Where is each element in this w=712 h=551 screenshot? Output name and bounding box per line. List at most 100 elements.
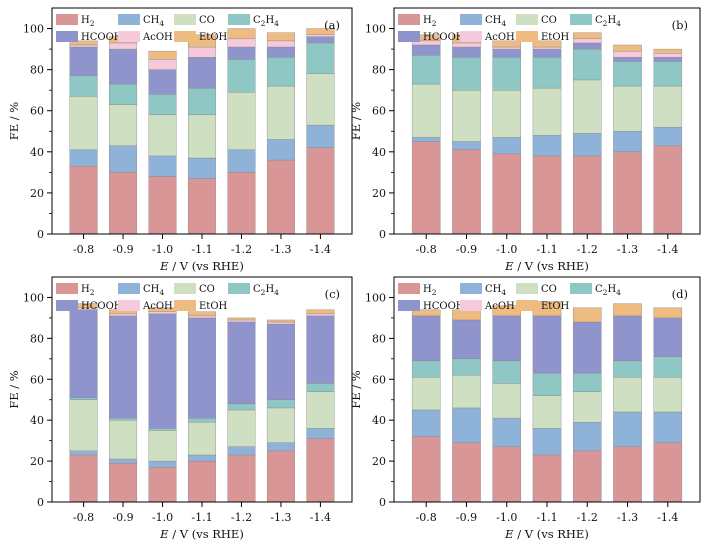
legend: H2 CH4 CO C2H4 HCOOH AcOH EtOH — [56, 283, 279, 312]
y-tick-label: 80 — [372, 332, 386, 345]
x-tick-label: -1.4 — [310, 511, 331, 524]
chart-panel-4: 0 20 40 60 80 100 -0.8 -0.9 -1.0 -1.1 -1.2 -1.3 -1.4… — [349, 276, 701, 541]
legend-label-hcooh: HCOOH — [81, 32, 123, 43]
legend-swatch-ch4 — [460, 283, 482, 294]
x-tick-label: -1.4 — [310, 243, 331, 256]
x-tick-label: -0.9 — [456, 243, 477, 256]
x-axis-title: E / V (vs RHE) — [159, 259, 244, 273]
bar-ch4--1.3 — [266, 442, 295, 452]
bar-hcooh--0.8 — [411, 315, 441, 362]
bar-c2h4--0.9 — [452, 57, 481, 91]
bar-ch4--1.4 — [653, 411, 683, 443]
legend-label-co: CO — [199, 15, 215, 26]
x-axis-title: E / V (vs RHE) — [159, 527, 244, 541]
bar-hcooh--1.0 — [492, 48, 522, 58]
bar-ch4--1.0 — [492, 137, 522, 155]
bar-c2h4--1.4 — [653, 61, 683, 87]
bar-acoh--1.4 — [306, 34, 335, 37]
bar-h2--0.8 — [411, 141, 441, 235]
y-tick-label: 40 — [30, 146, 44, 159]
legend-swatch-hcooh — [56, 300, 78, 311]
bar-h2--1.2 — [572, 155, 602, 235]
legend-swatch-h2 — [56, 283, 78, 294]
panel-label: (d) — [672, 287, 688, 301]
legend-label-hcooh: HCOOH — [423, 301, 465, 312]
bar-h2--1.0 — [492, 153, 522, 235]
y-tick-label: 0 — [37, 496, 44, 509]
bar-ch4--1.4 — [306, 124, 335, 148]
bar-hcooh--1.4 — [653, 57, 683, 62]
bar-ch4--1.2 — [227, 149, 256, 173]
bar-co--1.4 — [653, 377, 683, 413]
legend-label-acoh: AcOH — [484, 32, 515, 43]
y-tick-label: 60 — [372, 105, 386, 118]
bar-c2h4--1.2 — [572, 48, 602, 81]
y-axis-title: FE / % — [349, 370, 363, 409]
legend-label-co: CO — [541, 15, 557, 26]
bar-c2h4--1.0 — [492, 360, 522, 384]
bar-hcooh--1.2 — [227, 46, 256, 60]
bar-h2--1.1 — [532, 454, 562, 503]
x-tick-label: -0.8 — [416, 511, 437, 524]
bar-etoh--0.8 — [69, 40, 98, 46]
bar-co--1.0 — [148, 114, 177, 157]
bar-h2--1.3 — [613, 151, 642, 235]
bar-hcooh--1.4 — [306, 315, 335, 384]
legend: H2 CH4 CO C2H4 HCOOH AcOH EtOH — [56, 14, 279, 43]
y-tick-label: 80 — [372, 64, 386, 77]
x-tick-label: -1.2 — [231, 243, 252, 256]
legend-swatch-c2h4 — [570, 283, 592, 294]
bar-hcooh--1.1 — [532, 315, 562, 374]
bar-etoh--1.0 — [492, 40, 522, 48]
legend-label-acoh: AcOH — [142, 32, 173, 43]
bar-h2--1.3 — [266, 450, 295, 503]
y-tick-label: 40 — [372, 146, 386, 159]
bar-ch4--1.1 — [532, 428, 562, 456]
bar-hcooh--1.2 — [572, 42, 602, 50]
bar-hcooh--1.4 — [653, 317, 683, 357]
bar-hcooh--1.2 — [572, 321, 602, 374]
legend-swatch-h2 — [56, 14, 78, 25]
y-tick-label: 60 — [372, 373, 386, 386]
bar-h2--1.0 — [148, 467, 177, 503]
legend-swatch-c2h4 — [570, 14, 592, 25]
bar-acoh--1.3 — [266, 321, 295, 325]
bar-co--0.9 — [452, 89, 481, 142]
legend-swatch-ch4 — [118, 283, 140, 294]
bar-acoh--1.1 — [187, 315, 217, 319]
y-axis-title: FE / % — [7, 102, 21, 141]
bar-h2--0.9 — [109, 172, 138, 235]
bar-acoh--1.1 — [532, 46, 562, 50]
legend-swatch-acoh — [460, 300, 482, 311]
bar-acoh--1.3 — [613, 50, 642, 58]
bar-co--1.0 — [492, 89, 522, 138]
y-tick-label: 100 — [365, 23, 386, 36]
bar-co--1.3 — [266, 85, 295, 140]
panel-label: (c) — [325, 287, 340, 301]
bar-ch4--1.2 — [572, 133, 602, 157]
x-axis-title: E / V (vs RHE) — [504, 527, 589, 541]
bar-acoh--0.8 — [69, 44, 98, 48]
bar-ch4--1.0 — [148, 155, 177, 177]
bar-co--1.4 — [306, 73, 335, 126]
y-tick-label: 100 — [23, 23, 44, 36]
x-tick-label: -0.9 — [112, 243, 133, 256]
legend-swatch-etoh — [174, 300, 196, 311]
bar-hcooh--1.3 — [266, 46, 295, 58]
bar-ch4--1.1 — [187, 454, 217, 462]
bar-h2--1.3 — [613, 446, 642, 503]
legend-label-ch4: CH4 — [143, 15, 164, 28]
bar-c2h4--1.0 — [148, 94, 177, 116]
bar-co--0.8 — [411, 83, 441, 138]
y-tick-label: 20 — [372, 455, 386, 468]
bar-c2h4--1.3 — [613, 61, 642, 87]
x-tick-label: -1.2 — [231, 511, 252, 524]
x-tick-label: -1.0 — [152, 243, 173, 256]
bar-etoh--1.4 — [653, 307, 683, 319]
y-tick-label: 0 — [379, 228, 386, 241]
bar-hcooh--1.3 — [613, 315, 642, 362]
bar-acoh--1.1 — [187, 46, 217, 58]
bar-c2h4--1.3 — [613, 360, 642, 378]
legend-swatch-co — [516, 14, 538, 25]
bar-h2--1.0 — [492, 446, 522, 503]
